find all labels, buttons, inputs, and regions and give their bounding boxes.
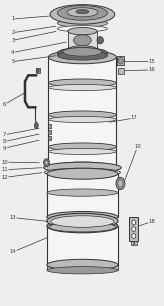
Ellipse shape (51, 216, 114, 227)
Ellipse shape (48, 111, 116, 119)
Text: 18: 18 (140, 219, 155, 226)
Text: 9: 9 (3, 140, 39, 151)
Ellipse shape (48, 148, 116, 155)
Text: 15: 15 (125, 59, 155, 64)
Bar (129, 217, 138, 241)
Ellipse shape (48, 162, 116, 174)
Bar (68, 31, 97, 50)
Bar (47, 226, 118, 265)
Ellipse shape (47, 267, 118, 274)
Text: 10: 10 (1, 160, 39, 165)
Ellipse shape (48, 117, 116, 122)
Bar (118, 68, 124, 74)
Ellipse shape (44, 168, 120, 177)
Bar (134, 241, 137, 245)
Ellipse shape (36, 68, 39, 73)
Ellipse shape (73, 35, 91, 46)
Ellipse shape (47, 213, 118, 229)
Ellipse shape (47, 219, 118, 233)
Ellipse shape (57, 19, 107, 27)
Ellipse shape (132, 227, 136, 232)
Bar (49, 57, 116, 168)
Ellipse shape (57, 26, 107, 32)
Text: 10: 10 (125, 144, 141, 181)
Ellipse shape (97, 37, 103, 44)
Text: 7: 7 (3, 128, 39, 137)
Bar (48, 130, 51, 134)
Text: 17: 17 (110, 115, 138, 122)
Bar (48, 124, 51, 128)
Ellipse shape (47, 259, 118, 270)
Ellipse shape (49, 222, 116, 232)
Ellipse shape (57, 51, 107, 60)
Bar (48, 136, 51, 140)
Text: 14: 14 (10, 237, 48, 255)
Text: 8: 8 (3, 134, 39, 144)
Text: 16: 16 (125, 67, 155, 72)
Text: 2: 2 (11, 26, 56, 35)
Ellipse shape (45, 160, 48, 165)
Ellipse shape (68, 28, 97, 35)
Ellipse shape (44, 159, 49, 167)
Bar (47, 264, 118, 270)
Ellipse shape (48, 79, 116, 87)
Ellipse shape (68, 46, 97, 53)
Ellipse shape (76, 9, 89, 14)
Text: 13: 13 (10, 215, 48, 221)
Text: 12: 12 (1, 173, 42, 180)
Text: 3: 3 (11, 32, 56, 43)
Ellipse shape (47, 189, 118, 196)
Ellipse shape (118, 180, 123, 187)
Text: 6: 6 (3, 93, 25, 107)
Ellipse shape (47, 211, 118, 222)
Ellipse shape (57, 48, 107, 58)
Ellipse shape (47, 168, 118, 179)
Ellipse shape (63, 48, 102, 56)
Ellipse shape (50, 5, 115, 24)
Text: 5: 5 (11, 56, 56, 64)
Ellipse shape (48, 84, 116, 91)
Ellipse shape (132, 220, 136, 225)
Ellipse shape (48, 143, 116, 151)
Ellipse shape (57, 6, 107, 20)
Text: 4: 4 (11, 42, 66, 55)
Ellipse shape (118, 57, 123, 64)
Text: 11: 11 (1, 167, 42, 172)
Ellipse shape (132, 233, 136, 238)
Ellipse shape (67, 8, 98, 17)
Ellipse shape (48, 50, 116, 64)
Ellipse shape (116, 177, 125, 189)
Text: 1: 1 (11, 16, 50, 21)
Ellipse shape (34, 122, 38, 129)
Bar (131, 241, 133, 245)
Ellipse shape (44, 162, 121, 173)
Bar (117, 56, 124, 65)
Bar (47, 174, 118, 217)
Ellipse shape (48, 218, 116, 230)
Bar (35, 68, 40, 73)
